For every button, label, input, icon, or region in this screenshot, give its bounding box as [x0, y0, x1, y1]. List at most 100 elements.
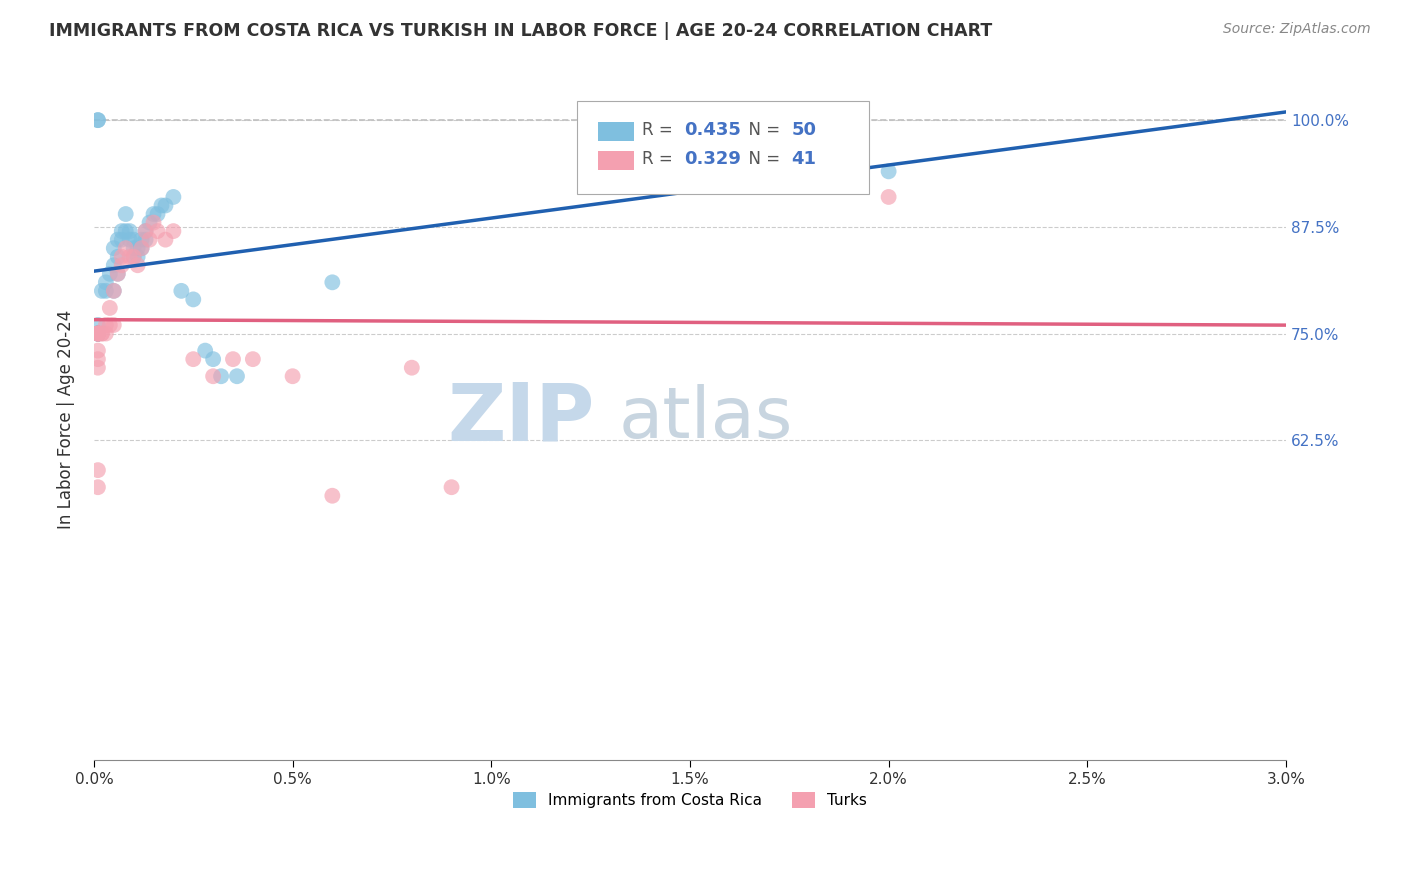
Text: 50: 50	[792, 121, 817, 139]
Point	[94, 326, 117, 341]
Point	[122, 250, 145, 264]
Point	[103, 258, 125, 272]
Text: R =: R =	[643, 121, 678, 139]
Point	[181, 293, 204, 307]
Point	[118, 250, 141, 264]
Point	[87, 343, 110, 358]
Point	[87, 326, 110, 341]
Point	[135, 233, 157, 247]
Point	[162, 224, 184, 238]
Point	[114, 241, 136, 255]
Point	[98, 301, 121, 315]
Point	[87, 326, 110, 341]
Bar	[598, 122, 634, 141]
Text: 41: 41	[792, 151, 817, 169]
Point	[181, 352, 204, 367]
Point	[90, 326, 112, 341]
Point	[98, 318, 121, 332]
Point	[107, 267, 129, 281]
Point	[127, 250, 149, 264]
Point	[94, 284, 117, 298]
Point	[877, 190, 900, 204]
Point	[131, 233, 153, 247]
Point	[138, 216, 160, 230]
Point	[118, 233, 141, 247]
Point	[111, 224, 134, 238]
Point	[440, 480, 463, 494]
Point	[155, 198, 177, 212]
Point	[87, 326, 110, 341]
Point	[122, 250, 145, 264]
Point	[87, 326, 110, 341]
Point	[87, 326, 110, 341]
Point	[107, 267, 129, 281]
Point	[150, 198, 173, 212]
Point	[87, 318, 110, 332]
Point	[90, 326, 112, 341]
Point	[877, 164, 900, 178]
Point	[87, 113, 110, 128]
Point	[122, 241, 145, 255]
Point	[87, 326, 110, 341]
Point	[194, 343, 217, 358]
Text: N =: N =	[738, 151, 790, 169]
Point	[103, 318, 125, 332]
Point	[94, 318, 117, 332]
Point	[131, 241, 153, 255]
Point	[135, 224, 157, 238]
Text: IMMIGRANTS FROM COSTA RICA VS TURKISH IN LABOR FORCE | AGE 20-24 CORRELATION CHA: IMMIGRANTS FROM COSTA RICA VS TURKISH IN…	[49, 22, 993, 40]
Point	[401, 360, 423, 375]
Point	[87, 326, 110, 341]
Point	[111, 250, 134, 264]
Point	[87, 326, 110, 341]
Point	[170, 284, 193, 298]
Point	[638, 113, 661, 128]
Point	[114, 224, 136, 238]
Text: atlas: atlas	[619, 384, 793, 453]
Point	[87, 326, 110, 341]
Text: 0.435: 0.435	[683, 121, 741, 139]
Point	[90, 284, 112, 298]
Point	[127, 258, 149, 272]
Point	[321, 489, 343, 503]
Point	[87, 480, 110, 494]
Point	[135, 224, 157, 238]
Text: ZIP: ZIP	[447, 380, 595, 458]
Point	[118, 224, 141, 238]
Point	[138, 233, 160, 247]
FancyBboxPatch shape	[576, 102, 869, 194]
Point	[127, 241, 149, 255]
Point	[162, 190, 184, 204]
Point	[202, 369, 225, 384]
Legend: Immigrants from Costa Rica, Turks: Immigrants from Costa Rica, Turks	[506, 786, 873, 814]
Point	[107, 233, 129, 247]
Y-axis label: In Labor Force | Age 20-24: In Labor Force | Age 20-24	[58, 310, 75, 529]
Point	[226, 369, 249, 384]
Bar	[598, 151, 634, 169]
Point	[142, 207, 165, 221]
Text: Source: ZipAtlas.com: Source: ZipAtlas.com	[1223, 22, 1371, 37]
Point	[321, 276, 343, 290]
Point	[202, 352, 225, 367]
Point	[98, 267, 121, 281]
Point	[209, 369, 232, 384]
Point	[131, 241, 153, 255]
Point	[103, 284, 125, 298]
Point	[122, 233, 145, 247]
Point	[107, 250, 129, 264]
Point	[87, 113, 110, 128]
Point	[222, 352, 245, 367]
Point	[87, 352, 110, 367]
Point	[111, 233, 134, 247]
Text: N =: N =	[738, 121, 785, 139]
Point	[146, 207, 169, 221]
Point	[87, 360, 110, 375]
Point	[281, 369, 304, 384]
Point	[155, 233, 177, 247]
Point	[87, 326, 110, 341]
Point	[146, 224, 169, 238]
Text: R =: R =	[643, 151, 678, 169]
Point	[87, 463, 110, 477]
Point	[87, 326, 110, 341]
Point	[94, 276, 117, 290]
